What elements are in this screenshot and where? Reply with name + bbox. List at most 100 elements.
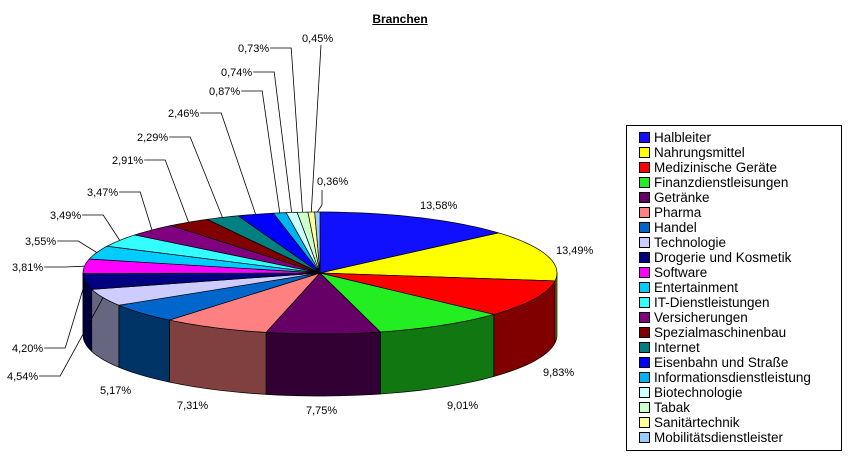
pie-slice: [314, 211, 321, 274]
pie-slice: [169, 218, 321, 274]
legend-label: Biotechnologie: [654, 385, 743, 400]
legend-label: Informationsdienstleistung: [654, 370, 811, 385]
legend-swatch: [639, 402, 650, 413]
pie-chart: 13,58% 13,49% 9,83% 9,01% 7,75% 7,31% 5,17% 4,5…: [7, 33, 594, 417]
legend-label: Technologie: [654, 235, 727, 250]
data-label: 3,49%: [50, 210, 81, 222]
legend-swatch: [639, 432, 650, 443]
leader-line: [82, 214, 121, 241]
legend-swatch: [639, 207, 650, 218]
legend-swatch: [639, 372, 650, 383]
pie-slice: [134, 225, 321, 274]
legend-swatch: [639, 162, 650, 173]
pie-slice: [265, 272, 382, 335]
leader-line: [39, 297, 104, 377]
legend-swatch: [639, 252, 650, 263]
leader-line: [241, 90, 281, 213]
legend-swatch: [639, 192, 650, 203]
data-label: 7,75%: [306, 405, 337, 417]
legend-label: Medizinische Geräte: [654, 160, 778, 175]
data-label: 13,58%: [420, 200, 458, 212]
legend-label: Internet: [654, 340, 700, 355]
legend-item: Internet: [639, 340, 841, 355]
legend-item: Spezialmaschinenbau: [639, 325, 841, 340]
pie-slice: [169, 272, 322, 333]
data-label: 7,31%: [177, 400, 208, 412]
data-label: 3,47%: [87, 187, 118, 199]
legend-swatch: [639, 222, 650, 233]
legend-item: Getränke: [639, 190, 841, 205]
legend-label: Software: [654, 265, 708, 280]
data-label: 0,74%: [221, 67, 252, 79]
legend-label: Drogerie und Kosmetik: [654, 250, 792, 265]
legend-item: Halbleiter: [639, 130, 841, 145]
chart-title: Branchen: [372, 12, 428, 26]
legend-label: Handel: [654, 220, 697, 235]
leader-line: [144, 159, 189, 223]
legend-item: Entertainment: [639, 280, 841, 295]
legend-label: Sanitärtechnik: [654, 415, 740, 430]
legend-label: Eisenbahn und Straße: [654, 355, 789, 370]
leader-line: [253, 71, 293, 213]
pie-slice: [319, 211, 499, 274]
legend-item: Technologie: [639, 235, 841, 250]
legend-item: Medizinische Geräte: [639, 160, 841, 175]
legend-item: Finanzdienstleisungen: [639, 175, 841, 190]
data-label: 0,87%: [209, 86, 240, 98]
leader-line: [169, 136, 223, 218]
legend: Halbleiter Nahrungsmittel Medizinische Ger…: [626, 125, 842, 451]
legend-label: Entertainment: [654, 280, 739, 295]
data-label: 3,55%: [25, 236, 56, 248]
legend-swatch: [639, 147, 650, 158]
data-label: 5,17%: [100, 385, 131, 397]
data-label: 2,46%: [168, 108, 199, 120]
legend-label: IT-Dienstleistungen: [654, 295, 770, 310]
legend-swatch: [639, 177, 650, 188]
legend-label: Tabak: [654, 400, 691, 415]
legend-item: Eisenbahn und Straße: [639, 355, 841, 370]
legend-item: Sanitärtechnik: [639, 415, 841, 430]
data-label: 4,20%: [12, 343, 43, 355]
data-label: 9,83%: [543, 367, 574, 379]
legend-label: Pharma: [654, 205, 702, 220]
legend-swatch: [639, 267, 650, 278]
legend-swatch: [639, 132, 650, 143]
legend-item: Tabak: [639, 400, 841, 415]
pie-slice-side: [265, 331, 381, 397]
pie-slice: [88, 245, 321, 274]
legend-swatch: [639, 387, 650, 398]
legend-swatch: [639, 237, 650, 248]
legend-item: Software: [639, 265, 841, 280]
legend-item: Biotechnologie: [639, 385, 841, 400]
data-label: 2,91%: [112, 155, 143, 167]
legend-item: IT-Dienstleistungen: [639, 295, 841, 310]
legend-swatch: [639, 297, 650, 308]
legend-item: Mobilitätsdienstleister: [639, 430, 841, 445]
legend-item: Pharma: [639, 205, 841, 220]
legend-label: Nahrungsmittel: [654, 145, 745, 160]
legend-swatch: [639, 327, 650, 338]
leader-line: [200, 112, 256, 215]
legend-item: Handel: [639, 220, 841, 235]
leader-line: [57, 240, 98, 253]
legend-label: Mobilitätsdienstleister: [654, 430, 784, 445]
pie-slice: [237, 212, 321, 274]
legend-label: Finanzdienstleisungen: [654, 175, 789, 190]
legend-swatch: [639, 282, 650, 293]
legend-label: Versicherungen: [654, 310, 748, 325]
data-label: 2,29%: [137, 132, 168, 144]
data-label: 4,54%: [7, 371, 38, 383]
pie-slice: [318, 272, 494, 333]
legend-item: Drogerie und Kosmetik: [639, 250, 841, 265]
pie-slice: [117, 272, 321, 321]
legend-swatch: [639, 417, 650, 428]
legend-label: Spezialmaschinenbau: [654, 325, 787, 340]
data-label: 0,36%: [317, 176, 348, 188]
legend-swatch: [639, 357, 650, 368]
pie-slice: [319, 232, 558, 282]
data-label: 0,73%: [238, 43, 269, 55]
data-label: 9,01%: [447, 400, 478, 412]
data-label: 13,49%: [556, 245, 594, 257]
pie-slice: [105, 234, 321, 274]
pie-slice: [90, 272, 321, 306]
